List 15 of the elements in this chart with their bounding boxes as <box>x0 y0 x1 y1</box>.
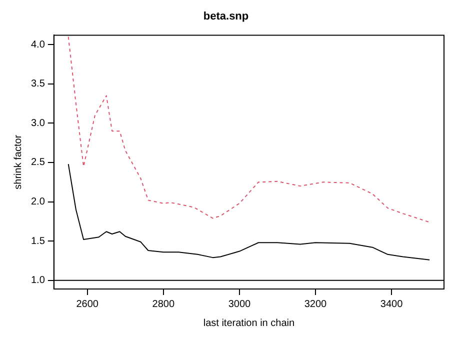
chart-title: beta.snp <box>203 10 249 23</box>
y-tick-label: 3.0 <box>30 118 46 129</box>
x-tick-label: 2600 <box>76 298 99 310</box>
y-tick-label: 1.5 <box>30 236 46 247</box>
y-tick-label: 1.0 <box>30 275 46 286</box>
x-tick-label: 3200 <box>304 298 328 310</box>
y-tick-label: 3.5 <box>30 78 46 90</box>
y-tick-label: 2.5 <box>30 157 46 168</box>
y-tick-label: 4.0 <box>30 39 46 50</box>
x-axis-title: last iteration in chain <box>203 318 295 329</box>
x-tick-label: 3400 <box>380 298 404 310</box>
y-axis-title: shrink factor <box>12 134 24 190</box>
x-tick-label: 3000 <box>228 298 252 310</box>
x-tick-label: 2800 <box>152 298 175 310</box>
y-tick-label: 2.0 <box>30 196 46 208</box>
